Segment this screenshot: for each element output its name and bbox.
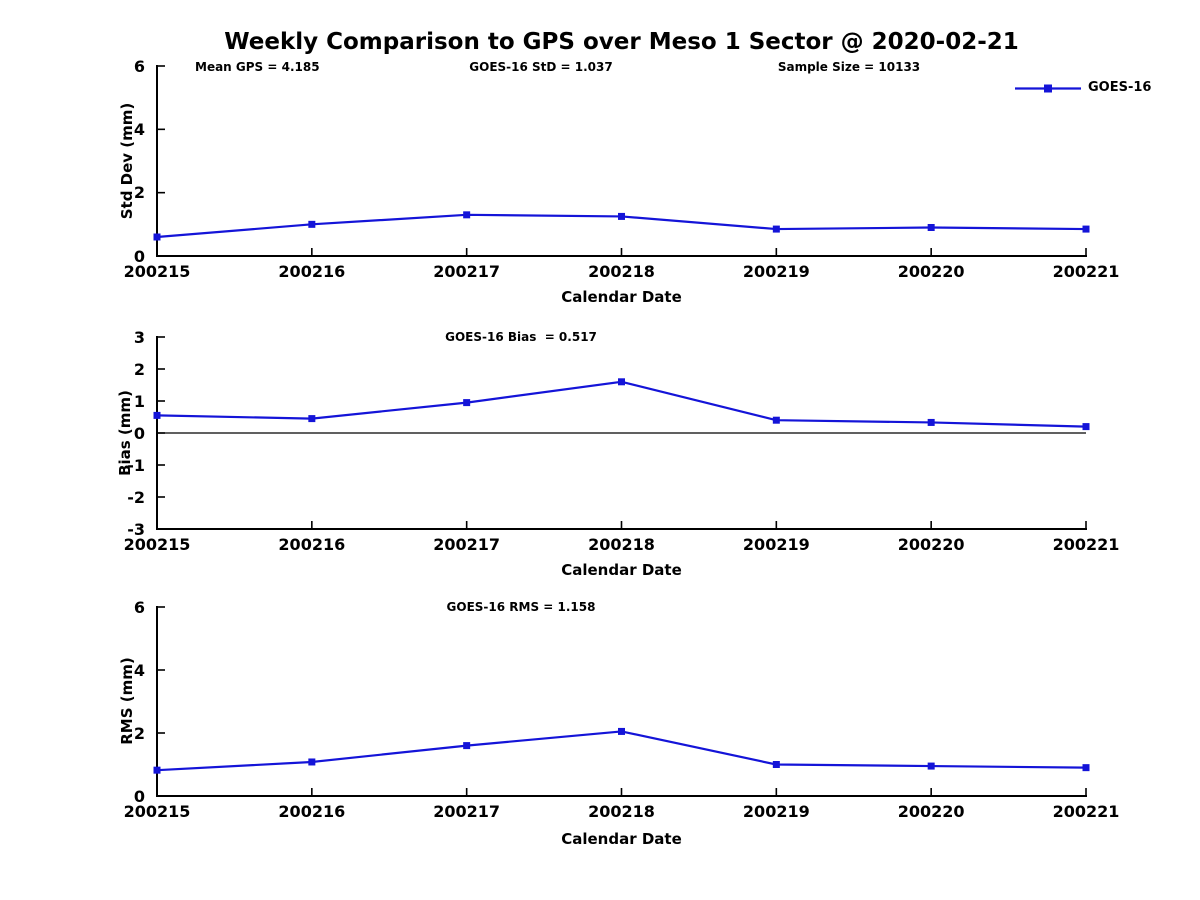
x-tick-label: 200218 xyxy=(588,535,655,554)
x-tick-label: 200217 xyxy=(433,802,501,821)
y-tick-label: 4 xyxy=(133,119,145,139)
data-point-marker xyxy=(927,762,935,770)
y-tick-label: 0 xyxy=(133,423,145,443)
legend-label: GOES-16 xyxy=(1088,80,1152,95)
x-tick-label: 200219 xyxy=(742,535,810,554)
y-tick-label: 6 xyxy=(133,597,145,617)
x-tick-label: 200215 xyxy=(123,802,191,821)
axis-spines xyxy=(156,336,1087,530)
data-point-marker xyxy=(153,411,161,419)
data-point-marker xyxy=(1082,423,1090,431)
plot-area xyxy=(153,336,1090,530)
y-tick-label: 2 xyxy=(133,359,145,379)
x-tick-label: 200221 xyxy=(1052,262,1120,281)
data-point-marker xyxy=(308,220,316,228)
x-tick-label: 200219 xyxy=(742,262,810,281)
x-axis-label-calendar-date: Calendar Date xyxy=(561,830,682,848)
plot-area xyxy=(153,606,1090,797)
annotation-sample-size: Sample Size = 10133 xyxy=(777,60,921,74)
x-tick-label: 200220 xyxy=(897,802,965,821)
data-point-marker xyxy=(772,225,780,233)
x-tick-label: 200215 xyxy=(123,262,191,281)
figure-title: Weekly Comparison to GPS over Meso 1 Sec… xyxy=(224,29,1019,55)
data-point-marker xyxy=(153,766,161,774)
y-axis-label-bias: Bias (mm) xyxy=(116,390,134,476)
data-point-marker xyxy=(772,761,780,768)
axis-spines xyxy=(156,606,1087,797)
y-tick-label: 1 xyxy=(133,391,145,411)
data-point-marker xyxy=(618,378,625,386)
y-tick-label: 0 xyxy=(133,786,145,806)
y-axis-label-std-dev: Std Dev (mm) xyxy=(118,102,136,220)
x-tick-label: 200216 xyxy=(278,802,346,821)
data-point-marker xyxy=(308,415,316,423)
series-line-goes16 xyxy=(156,380,1087,428)
x-axis-label-calendar-date: Calendar Date xyxy=(561,561,682,579)
data-point-marker xyxy=(618,212,625,220)
y-tick-label: -2 xyxy=(127,487,145,507)
data-point-marker xyxy=(618,727,625,735)
x-tick-label: 200218 xyxy=(588,262,655,281)
plot-area xyxy=(153,65,1090,257)
y-axis-label-rms: RMS (mm) xyxy=(118,657,136,745)
y-tick-label: 6 xyxy=(133,56,145,76)
legend: GOES-16 xyxy=(1015,80,1151,96)
subplot-title-bias: GOES-16 Bias = 0.517 xyxy=(445,330,597,344)
y-tick-label: -1 xyxy=(127,455,145,475)
x-axis-label-calendar-date: Calendar Date xyxy=(561,288,682,306)
tick-marks xyxy=(156,336,1087,530)
data-point-marker xyxy=(463,399,471,407)
data-point-marker xyxy=(927,224,935,231)
y-tick-label: 3 xyxy=(133,327,145,347)
series-line-goes16 xyxy=(156,213,1087,239)
annotation-goes16-std: GOES-16 StD = 1.037 xyxy=(469,60,613,74)
tick-marks xyxy=(156,606,1087,797)
x-tick-label: 200215 xyxy=(123,535,191,554)
legend-line-marker-icon xyxy=(1015,84,1081,92)
annotation-mean-gps: Mean GPS = 4.185 xyxy=(195,60,320,74)
y-tick-label: -3 xyxy=(127,519,145,539)
y-tick-label: 2 xyxy=(133,723,145,743)
x-tick-label: 200218 xyxy=(588,802,655,821)
subplot-title-rms: GOES-16 RMS = 1.158 xyxy=(446,600,596,614)
data-point-marker xyxy=(1082,225,1090,233)
data-point-marker xyxy=(153,233,161,241)
series-line-goes16 xyxy=(156,730,1087,772)
data-point-marker xyxy=(772,416,780,424)
x-tick-label: 200216 xyxy=(278,262,346,281)
tick-marks xyxy=(156,65,1087,257)
y-tick-label: 2 xyxy=(133,183,145,203)
x-tick-label: 200221 xyxy=(1052,802,1120,821)
axis-spines xyxy=(156,65,1087,257)
x-tick-label: 200220 xyxy=(897,262,965,281)
x-tick-label: 200217 xyxy=(433,262,501,281)
x-tick-label: 200221 xyxy=(1052,535,1120,554)
x-tick-label: 200219 xyxy=(742,802,810,821)
x-tick-label: 200220 xyxy=(897,535,965,554)
data-point-marker xyxy=(927,418,935,426)
y-tick-label: 4 xyxy=(133,660,145,680)
data-point-marker xyxy=(463,211,471,219)
data-point-marker xyxy=(463,742,471,750)
x-tick-label: 200216 xyxy=(278,535,346,554)
data-point-marker xyxy=(308,758,316,766)
data-point-marker xyxy=(1082,764,1090,772)
x-tick-label: 200217 xyxy=(433,535,501,554)
y-tick-label: 0 xyxy=(133,246,145,266)
